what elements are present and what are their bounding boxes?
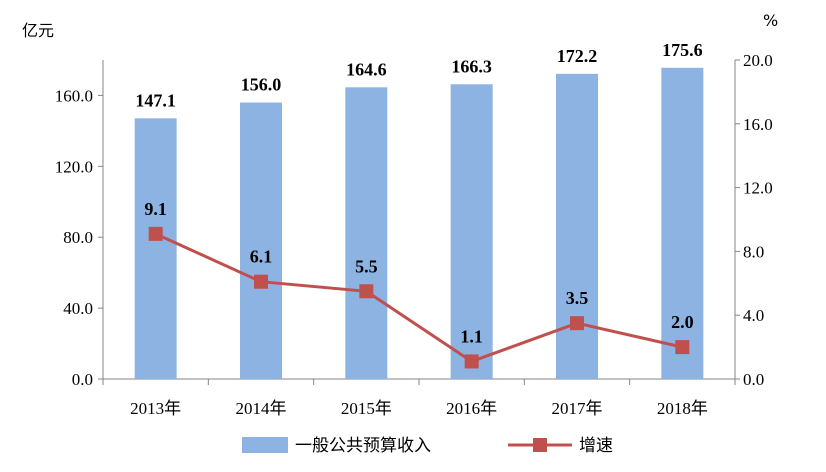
legend-line-marker — [533, 438, 547, 452]
axes: 0.0 40.0 80.0 120.0 160.0 0.0 4.0 8.0 12.0 16.0 20… — [22, 11, 778, 418]
bar — [661, 67, 704, 379]
y-right-tick-label: 0.0 — [743, 370, 764, 389]
y-left-tick-label: 120.0 — [55, 157, 93, 176]
y-left-tick-label: 0.0 — [72, 370, 93, 389]
growth-value-label: 5.5 — [355, 256, 378, 276]
legend: 一般公共预算收入 增速 — [242, 436, 613, 456]
y-right-tick-label: 8.0 — [743, 242, 764, 261]
growth-point — [254, 274, 268, 289]
x-tick-label: 2014年 — [236, 399, 287, 418]
bar-value-label: 147.1 — [135, 90, 176, 110]
bar — [345, 87, 388, 379]
growth-value-label: 1.1 — [460, 326, 483, 346]
bar-value-label: 156.0 — [241, 75, 282, 95]
x-tick-label: 2017年 — [552, 399, 603, 418]
growth-point — [570, 316, 584, 331]
bar — [134, 118, 177, 379]
growth-point — [675, 340, 690, 355]
growth-line — [148, 226, 690, 369]
bar-value-label: 175.6 — [662, 40, 703, 60]
bar-value-label: 172.2 — [557, 46, 598, 66]
legend-bar-label: 一般公共预算收入 — [295, 436, 431, 456]
y-right-tick-label: 20.0 — [743, 51, 773, 70]
data-labels: 147.1 156.0 164.6 166.3 172.2 175.6 9.1 6.1 5.5 1… — [135, 40, 702, 347]
growth-value-label: 6.1 — [250, 247, 273, 267]
y-left-tick-label: 160.0 — [55, 86, 93, 105]
y-right-tick-label: 4.0 — [743, 306, 764, 325]
y-left-unit: 亿元 — [22, 21, 54, 40]
x-tick-label: 2015年 — [341, 399, 392, 418]
bar — [450, 84, 493, 379]
bar — [556, 73, 598, 379]
y-right-tick-label: 16.0 — [743, 115, 773, 134]
bars — [134, 67, 704, 380]
y-left-tick-label: 80.0 — [63, 228, 93, 247]
bar-value-label: 166.3 — [451, 56, 492, 76]
bar — [240, 102, 282, 380]
x-tick-label: 2013年 — [130, 399, 181, 418]
y-right-tick-label: 12.0 — [743, 179, 773, 198]
growth-value-label: 3.5 — [566, 288, 589, 308]
growth-point — [464, 354, 479, 369]
y-right-unit: % — [763, 11, 778, 30]
y-left-tick-label: 40.0 — [63, 299, 93, 318]
bar-value-label: 164.6 — [346, 59, 387, 79]
legend-line-label: 增速 — [579, 436, 613, 456]
x-tick-label: 2018年 — [657, 399, 708, 418]
x-tick-label: 2016年 — [446, 399, 497, 418]
legend-bar-swatch — [242, 437, 288, 453]
growth-value-label: 9.1 — [144, 199, 167, 219]
growth-value-label: 2.0 — [671, 312, 694, 332]
growth-point — [148, 226, 163, 241]
growth-polyline — [155, 232, 683, 364]
growth-point — [359, 284, 374, 299]
